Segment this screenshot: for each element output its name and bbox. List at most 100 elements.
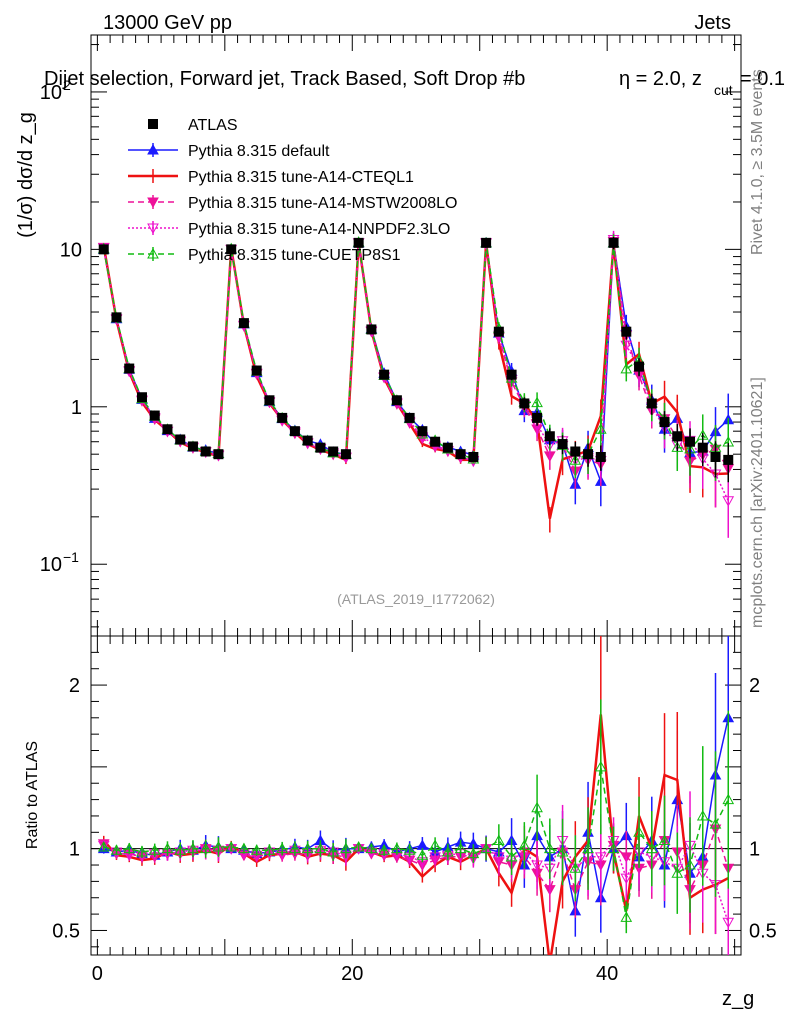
title-sub: cut (714, 82, 733, 98)
atlas-point (251, 365, 262, 376)
series-4-ratio-point (123, 842, 136, 854)
atlas-point (672, 431, 683, 442)
ratio-tick-label: 1 (69, 839, 80, 861)
atlas-point (506, 369, 517, 380)
atlas-point (710, 451, 721, 462)
series-0-ratio-line (103, 717, 729, 911)
atlas-point (277, 412, 288, 423)
series-4-point (671, 441, 684, 452)
x-axis-ticks: 0 20 40 (92, 35, 736, 985)
y-axis-label-text: (1/σ) dσ/d z_g (15, 112, 37, 238)
ratio-tick-label: 2 (69, 675, 80, 697)
legend-atlas-marker (148, 119, 158, 129)
atlas-point (111, 312, 122, 323)
series-4-ratio-point (556, 845, 569, 857)
atlas-point (149, 410, 160, 421)
atlas-point (455, 449, 466, 460)
y-tick-label: 10 (60, 239, 82, 261)
series-4-ratio-point (454, 842, 467, 854)
atlas-point (570, 446, 581, 457)
x-tick-label: 20 (341, 963, 363, 985)
atlas-point (557, 439, 568, 450)
series-4-ratio-point (671, 867, 684, 878)
y-tick-label: 1 (71, 397, 82, 419)
series-4-ratio-point (696, 809, 709, 821)
legend-label: Pythia 8.315 tune-A14-CTEQL1 (188, 169, 414, 186)
y-tick-label: 10 (40, 82, 62, 104)
series-4-ratio-point (531, 801, 543, 813)
series-4-ratio-point (212, 841, 225, 852)
atlas-point (98, 244, 109, 255)
series-4-ratio-point (620, 911, 633, 922)
y-tick-label: 10 (40, 554, 62, 576)
legend-item-2: Pythia 8.315 tune-A14-CTEQL1 (128, 169, 414, 186)
atlas-point (328, 446, 339, 457)
series-4-ratio-point (161, 842, 174, 854)
x-tick-label: 40 (596, 963, 618, 985)
title-tail: = 0.1 (740, 68, 785, 90)
series-4-ratio-point (340, 842, 352, 854)
series-4-ratio-point (365, 842, 378, 854)
series-4-ratio-point (429, 839, 441, 850)
atlas-point (238, 318, 249, 329)
atlas-point (634, 361, 645, 372)
plot-title: Dijet selection, Forward jet, Track Base… (44, 68, 785, 98)
series-4-ratio-point (569, 862, 582, 873)
series-3-ratio-point (620, 873, 633, 885)
atlas-point (544, 431, 555, 442)
series-2-ratio (97, 758, 735, 930)
series-4-ratio (97, 699, 735, 934)
atlas-point (175, 434, 186, 445)
side-rivet: Rivet 4.1.0, ≥ 3.5M events (749, 69, 766, 255)
series-4-ratio-point (709, 818, 722, 829)
x-axis-label: z_g (722, 988, 754, 1010)
series-4-point (620, 362, 633, 374)
atlas-point (697, 442, 708, 453)
atlas-point (595, 451, 606, 462)
atlas-point (685, 436, 696, 447)
ratio-axis-label: Ratio to ATLAS (24, 741, 41, 849)
atlas-point (200, 446, 211, 457)
atlas-point (481, 237, 492, 248)
series-1-ratio (102, 636, 730, 955)
header-right: Jets (694, 12, 731, 34)
series-4-ratio-point (403, 844, 416, 855)
atlas-point (353, 237, 364, 248)
atlas-point (430, 436, 441, 447)
atlas-point (136, 392, 147, 403)
legend-label: Pythia 8.315 default (188, 143, 330, 160)
series-4-point (594, 423, 607, 434)
atlas-point (302, 435, 313, 446)
legend-item-3: Pythia 8.315 tune-A14-MSTW2008LO (128, 195, 457, 212)
legend-item-0: ATLAS (148, 117, 238, 134)
y-tick-label-exponent: −1 (63, 549, 79, 565)
series-4-ratio-point (684, 858, 696, 870)
series-4-ratio-point (722, 793, 735, 805)
series-4-ratio-point (505, 850, 518, 862)
ratio-tick-label: 0.5 (749, 920, 777, 942)
atlas-point (366, 324, 377, 335)
atlas-point (187, 441, 198, 452)
atlas-point (315, 442, 326, 453)
series-4-ratio-point (543, 842, 556, 854)
atlas-point (162, 424, 173, 435)
atlas-point (468, 451, 479, 462)
ratio-plot (97, 636, 735, 955)
series-3-point (722, 496, 735, 507)
atlas-point (340, 449, 351, 460)
main-plot (97, 230, 735, 538)
title-main: Dijet selection, Forward jet, Track Base… (44, 68, 525, 90)
series-4-point (531, 396, 543, 408)
legend-item-4: Pythia 8.315 tune-A14-NNPDF2.3LO (128, 221, 450, 238)
series-4-ratio-point (480, 842, 492, 854)
series-4-ratio-point (582, 842, 594, 854)
series-1-main (102, 235, 730, 533)
legend-marker (147, 223, 159, 235)
legend-label: Pythia 8.315 tune-A14-MSTW2008LO (188, 195, 457, 212)
series-4-ratio-point (492, 834, 505, 845)
legend-item-1: Pythia 8.315 default (128, 143, 330, 160)
series-4-ratio-point (391, 842, 403, 854)
series-3-line (103, 239, 729, 502)
